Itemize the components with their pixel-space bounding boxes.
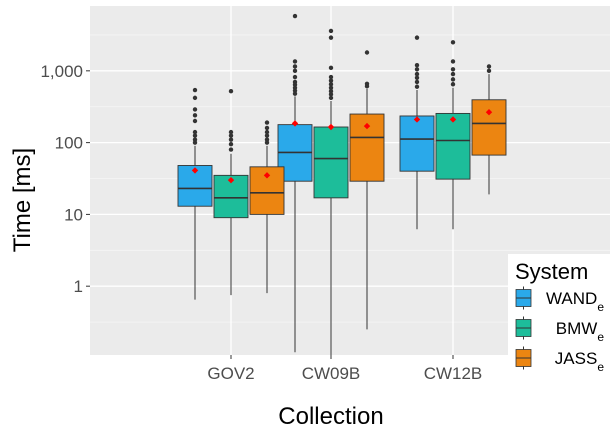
- outlier-point: [192, 133, 198, 138]
- outlier-point: [414, 84, 420, 89]
- outlier-point: [328, 35, 334, 40]
- mean-marker: [191, 167, 199, 174]
- mean-marker: [227, 176, 235, 184]
- outlier-point: [192, 87, 198, 93]
- outlier-point: [414, 67, 420, 72]
- outlier-point: [450, 67, 456, 72]
- box-layer: [177, 13, 507, 355]
- outlier-point: [486, 64, 492, 69]
- x-tick-label: CW09B: [302, 364, 361, 383]
- outlier-point: [328, 95, 334, 101]
- box-wand-cw12b: [399, 35, 435, 230]
- outlier-point: [450, 59, 456, 64]
- outlier-point: [364, 81, 370, 86]
- box-jass-cw12b: [471, 64, 507, 195]
- x-tick-label: GOV2: [207, 364, 254, 383]
- outlier-point: [450, 40, 456, 45]
- outlier-point: [450, 77, 456, 82]
- outlier-point: [192, 129, 198, 135]
- outlier-point: [264, 125, 270, 131]
- box-wand-gov2: [177, 87, 213, 300]
- outlier-point: [228, 129, 234, 135]
- outlier-point: [414, 35, 420, 40]
- outlier-point: [292, 59, 298, 64]
- box-body: [313, 126, 349, 199]
- outlier-point: [292, 79, 298, 85]
- legend-label: JASSe: [555, 349, 605, 374]
- outlier-point: [328, 74, 334, 80]
- outlier-point: [292, 68, 298, 74]
- outlier-point: [292, 64, 298, 69]
- y-tick-label: 1: [74, 277, 83, 296]
- y-axis: 1 10 100 1,000: [40, 62, 90, 296]
- outlier-point: [364, 50, 370, 55]
- box-bmw-cw09b: [313, 28, 349, 355]
- outlier-point: [228, 133, 234, 138]
- x-axis-title: Collection: [278, 403, 383, 430]
- box-body: [471, 99, 507, 156]
- legend-label: WANDe: [546, 289, 604, 314]
- legend-title: System: [515, 259, 588, 284]
- outlier-point: [264, 137, 270, 142]
- outlier-point: [328, 89, 334, 94]
- outlier-point: [292, 85, 298, 91]
- mean-marker: [327, 123, 335, 131]
- box-body: [177, 165, 213, 207]
- outlier-point: [228, 142, 234, 147]
- outlier-point: [192, 107, 198, 112]
- mean-marker: [485, 109, 493, 116]
- box-jass-cw09b: [349, 50, 385, 330]
- outlier-point: [228, 89, 234, 94]
- mean-marker: [413, 116, 421, 123]
- outlier-point: [228, 137, 234, 142]
- outlier-point: [450, 82, 456, 87]
- y-axis-title: Time [ms]: [9, 148, 36, 252]
- outlier-point: [486, 68, 492, 74]
- box-body: [399, 115, 435, 172]
- y-tick-label: 10: [64, 205, 83, 224]
- outlier-point: [328, 92, 334, 97]
- outlier-point: [192, 95, 198, 101]
- outlier-point: [450, 71, 456, 77]
- outlier-point: [264, 133, 270, 138]
- x-axis: GOV2 CW09B CW12B: [207, 355, 482, 383]
- outlier-point: [292, 91, 298, 96]
- outlier-point: [414, 62, 420, 68]
- mean-marker: [363, 122, 371, 130]
- box-body: [349, 113, 385, 182]
- y-tick-label: 1,000: [40, 62, 83, 81]
- mean-marker: [449, 116, 457, 123]
- x-tick-label: CW12B: [424, 364, 483, 383]
- outlier-point: [192, 113, 198, 118]
- box-body: [435, 112, 471, 180]
- outlier-point: [328, 28, 334, 34]
- box-jass-gov2: [249, 120, 285, 294]
- outlier-point: [228, 147, 234, 152]
- outlier-point: [264, 120, 270, 125]
- mean-marker: [291, 120, 299, 127]
- outlier-point: [328, 85, 334, 91]
- legend-item-bmw: BMWe: [515, 316, 605, 344]
- legend-label: BMWe: [556, 319, 605, 344]
- outlier-point: [292, 13, 298, 19]
- legend: System WANDe BMWe JASSe: [508, 254, 612, 376]
- outlier-point: [292, 74, 298, 80]
- outlier-point: [192, 137, 198, 142]
- outlier-point: [192, 118, 198, 124]
- outlier-point: [414, 75, 420, 80]
- legend-item-wand: WANDe: [515, 286, 604, 314]
- outlier-point: [264, 129, 270, 135]
- mean-marker: [263, 172, 271, 179]
- legend-items: WANDe BMWe JASSe: [515, 286, 605, 374]
- y-tick-label: 100: [55, 134, 83, 153]
- outlier-point: [328, 82, 334, 87]
- outlier-point: [328, 65, 334, 71]
- outlier-point: [414, 79, 420, 85]
- outlier-point: [328, 78, 334, 83]
- box-bmw-gov2: [213, 89, 249, 296]
- box-bmw-cw12b: [435, 40, 471, 230]
- outlier-point: [414, 71, 420, 77]
- legend-item-jass: JASSe: [515, 346, 605, 374]
